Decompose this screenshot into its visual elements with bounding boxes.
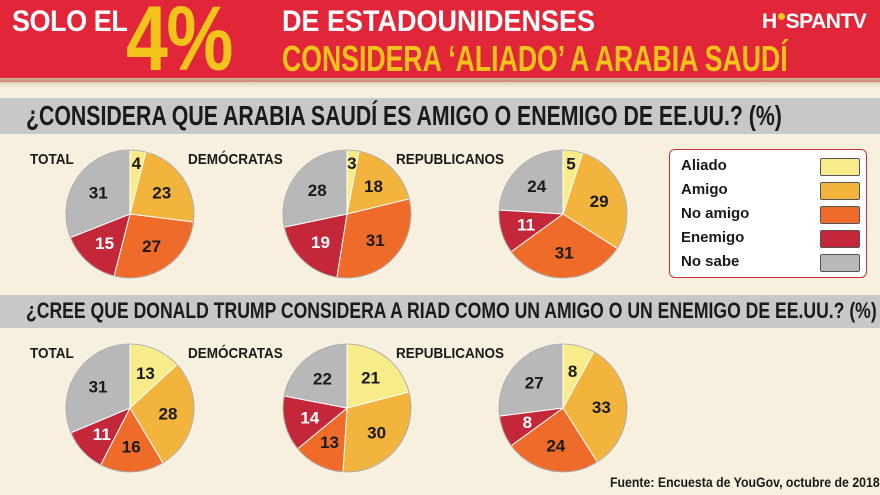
legend-swatch [820, 230, 860, 248]
question-2-text: ¿CREE QUE DONALD TRUMP CONSIDERA A RIAD … [26, 298, 877, 323]
logo-text: SPANTV [785, 10, 867, 33]
pie-value-label-no-amigo: 24 [546, 437, 565, 456]
legend-label: Aliado [681, 157, 727, 174]
pie-value-label-no-amigo: 27 [142, 237, 161, 256]
pie-value-label-enemigo: 8 [523, 413, 532, 432]
pie-value-label-aliado: 5 [566, 154, 575, 173]
group-label-democrats-q2: DEMÓCRATAS [188, 345, 283, 362]
group-label-democrats-q1: DEMÓCRATAS [188, 151, 283, 168]
pie-value-label-amigo: 18 [364, 177, 383, 196]
pie-value-label-no-sabe: 28 [308, 181, 327, 200]
pie-value-label-aliado: 3 [347, 154, 356, 173]
legend-swatch [820, 254, 860, 272]
pie-value-label-amigo: 33 [592, 398, 611, 417]
legend-item-amigo: Amigo [670, 179, 868, 201]
pie-q1-democrats: 3 18 31 19 28 [282, 149, 412, 279]
pie-outline [65, 343, 195, 473]
pie-value-label-amigo: 29 [590, 192, 609, 211]
pie-value-label-no-amigo: 31 [366, 231, 385, 250]
legend-item-enemigo: Enemigo [670, 227, 868, 249]
pie-value-label-amigo: 30 [367, 423, 386, 442]
legend-item-no-sabe: No sabe [670, 251, 868, 273]
legend-swatch [820, 158, 860, 176]
pie-value-label-aliado: 21 [361, 369, 380, 388]
legend-label: Amigo [681, 181, 728, 198]
pie-value-label-no-sabe: 24 [527, 177, 546, 196]
pie-value-label-no-sabe: 31 [89, 183, 108, 202]
pie-value-label-amigo: 28 [159, 404, 178, 423]
pie-value-label-no-sabe: 27 [525, 374, 544, 393]
pie-value-label-aliado: 4 [132, 154, 142, 173]
group-label-republicans-q2: REPUBLICANOS [396, 345, 505, 362]
legend-swatch [820, 182, 860, 200]
pie-q2-total: 13 28 16 11 31 [65, 343, 195, 473]
pie-outline [498, 149, 628, 279]
pie-value-label-enemigo: 15 [95, 234, 114, 253]
title-line-2: CONSIDERA ‘ALIADO’ A ARABIA SAUDÍ [282, 38, 788, 79]
group-label-republicans-q1: REPUBLICANOS [396, 151, 505, 168]
pie-q2-republicans: 8 33 24 8 27 [498, 343, 628, 473]
logo-dot-icon [777, 13, 785, 20]
group-label-total-q2: TOTAL [30, 345, 74, 362]
pie-value-label-no-amigo: 13 [320, 433, 339, 452]
pie-value-label-no-amigo: 16 [122, 437, 141, 456]
title-line-1: DE ESTADOUNIDENSES [282, 5, 596, 38]
legend-swatch [820, 206, 860, 224]
pie-outline [282, 343, 412, 473]
legend-label: No amigo [681, 205, 750, 222]
legend-item-no-amigo: No amigo [670, 203, 868, 225]
pie-outline [282, 149, 412, 279]
question-1-text: ¿CONSIDERA QUE ARABIA SAUDÍ ES AMIGO O E… [26, 100, 782, 131]
pie-value-label-no-amigo: 31 [555, 243, 574, 262]
legend-label: No sabe [681, 253, 740, 270]
pie-value-label-no-sabe: 31 [89, 378, 108, 397]
logo-letter-h: H [762, 10, 777, 33]
question-2-bar: ¿CREE QUE DONALD TRUMP CONSIDERA A RIAD … [0, 295, 880, 328]
pie-value-label-enemigo: 11 [93, 425, 111, 444]
pie-q1-total: 4 23 27 15 31 [65, 149, 195, 279]
group-label-total-q1: TOTAL [30, 151, 74, 168]
legend: Aliado Amigo No amigo Enemigo No sabe [669, 149, 867, 278]
title-prefix: SOLO EL [12, 5, 128, 38]
title-banner [0, 0, 880, 82]
source-note: Fuente: Encuesta de YouGov, octubre de 2… [610, 474, 880, 490]
pie-value-label-aliado: 13 [136, 364, 155, 383]
pie-q1-republicans: 5 29 31 11 24 [498, 149, 628, 279]
legend-item-aliado: Aliado [670, 155, 868, 177]
title-percentage: 4% [126, 0, 233, 90]
legend-label: Enemigo [681, 229, 745, 246]
pie-outline [65, 149, 195, 279]
pie-value-label-amigo: 23 [152, 183, 171, 202]
pie-value-label-enemigo: 11 [517, 216, 535, 235]
hispantv-logo: H SPANTV [762, 10, 867, 34]
pie-outline [498, 343, 628, 473]
question-1-bar: ¿CONSIDERA QUE ARABIA SAUDÍ ES AMIGO O E… [0, 98, 880, 134]
pie-value-label-no-sabe: 22 [313, 369, 332, 388]
title-shadow [0, 78, 880, 88]
pie-value-label-aliado: 8 [568, 362, 577, 381]
pie-value-label-enemigo: 19 [311, 233, 330, 252]
pie-value-label-enemigo: 14 [300, 409, 319, 428]
